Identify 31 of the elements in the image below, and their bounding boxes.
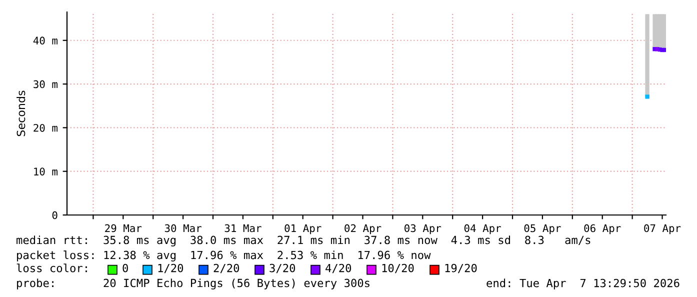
legend-label: 2/20 — [214, 264, 240, 274]
text: probe: 20 ICMP Echo Pings (56 Bytes) every 300s — [17, 278, 370, 290]
x-tick-label: 06 Apr — [584, 224, 621, 234]
x-tick-label: 07 Apr — [644, 224, 681, 234]
x-tick-label: 29 Mar — [105, 224, 142, 232]
y-tick-label: 40 m — [33, 36, 58, 45]
legend-label: 19/20 — [445, 264, 477, 274]
point — [655, 47, 660, 52]
text: median rtt: 35.8 ms avg 38.0 ms max 27.1 ms min 37.8 ms now 4.3 ms sd 8.3 am/s — [16, 236, 590, 246]
point — [645, 94, 650, 99]
legend-title: loss color: — [16, 264, 87, 272]
point — [662, 48, 666, 52]
x-tick-label: 02 Apr — [344, 224, 382, 234]
legend-label: 4/20 — [326, 264, 352, 274]
legend-label: 3/20 — [270, 264, 296, 274]
x-tick-label: 01 Apr — [284, 224, 322, 234]
x-tick-label: 04 Apr — [464, 224, 501, 234]
y-tick-label: 0 — [52, 211, 58, 220]
text: end: Tue Apr 7 13:29:50 2026 — [486, 278, 680, 290]
legend-label: 0 — [122, 264, 128, 272]
x-tick-label: 30 Mar — [164, 224, 202, 232]
y-tick-label: 20 m — [34, 124, 58, 132]
y-axis-title: Seconds — [16, 90, 26, 136]
y-tick-label: 30 m — [34, 80, 58, 88]
legend-label: 10/20 — [382, 264, 414, 274]
legend-label: 1/20 — [158, 264, 184, 274]
text: packet loss: 12.38 % avg 17.96 % max 2.53 % min 17.96 % now — [17, 250, 431, 262]
y-tick-label: 10 m — [34, 168, 58, 176]
x-tick-label: 05 Apr — [524, 224, 561, 234]
x-tick-label: 03 Apr — [404, 224, 442, 234]
x-tick-label: 31 Mar — [224, 224, 262, 232]
